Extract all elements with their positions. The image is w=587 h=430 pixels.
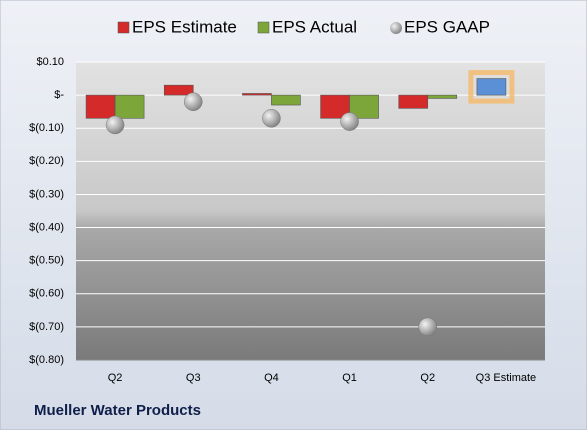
- legend-swatch: [257, 21, 270, 34]
- bar: [398, 94, 429, 109]
- y-tick-label: $(0.40): [29, 221, 64, 233]
- bar: [163, 84, 194, 96]
- bar: [476, 78, 507, 96]
- y-tick-label: $(0.60): [29, 288, 64, 300]
- point: [340, 112, 359, 131]
- point: [105, 115, 125, 135]
- point: [184, 92, 203, 111]
- bar: [427, 94, 458, 99]
- y-tick-label: $-: [54, 89, 64, 101]
- plot-area: [76, 62, 545, 360]
- x-tick-label: Q3 Estimate: [476, 372, 537, 384]
- bar: [271, 94, 301, 106]
- x-tick-label: Q3: [186, 372, 201, 384]
- x-tick-label: Q2: [108, 372, 123, 384]
- y-tick-label: $(0.80): [29, 354, 64, 366]
- bar: [85, 94, 116, 119]
- chart-title: Mueller Water Products: [34, 402, 201, 419]
- y-tick-label: $(0.10): [29, 122, 64, 134]
- point: [262, 109, 281, 128]
- y-tick-label: $(0.50): [29, 255, 64, 267]
- bar: [349, 94, 379, 119]
- x-tick-label: Q4: [264, 372, 279, 384]
- y-tick-label: $(0.70): [29, 321, 64, 333]
- x-tick-label: Q1: [342, 372, 357, 384]
- legend-label: EPS Estimate: [132, 17, 237, 36]
- y-tick-label: $(0.20): [29, 155, 64, 167]
- bar: [242, 93, 272, 96]
- y-tick-label: $(0.30): [29, 188, 64, 200]
- legend-swatch: [390, 22, 402, 34]
- point: [418, 317, 437, 337]
- highlight: [468, 70, 515, 104]
- legend-label: EPS GAAP: [404, 17, 490, 36]
- x-tick-label: Q2: [420, 372, 435, 384]
- y-tick-label: $0.10: [36, 56, 64, 68]
- legend-label: EPS Actual: [272, 17, 357, 36]
- legend-swatch: [117, 21, 130, 34]
- bar: [114, 94, 145, 119]
